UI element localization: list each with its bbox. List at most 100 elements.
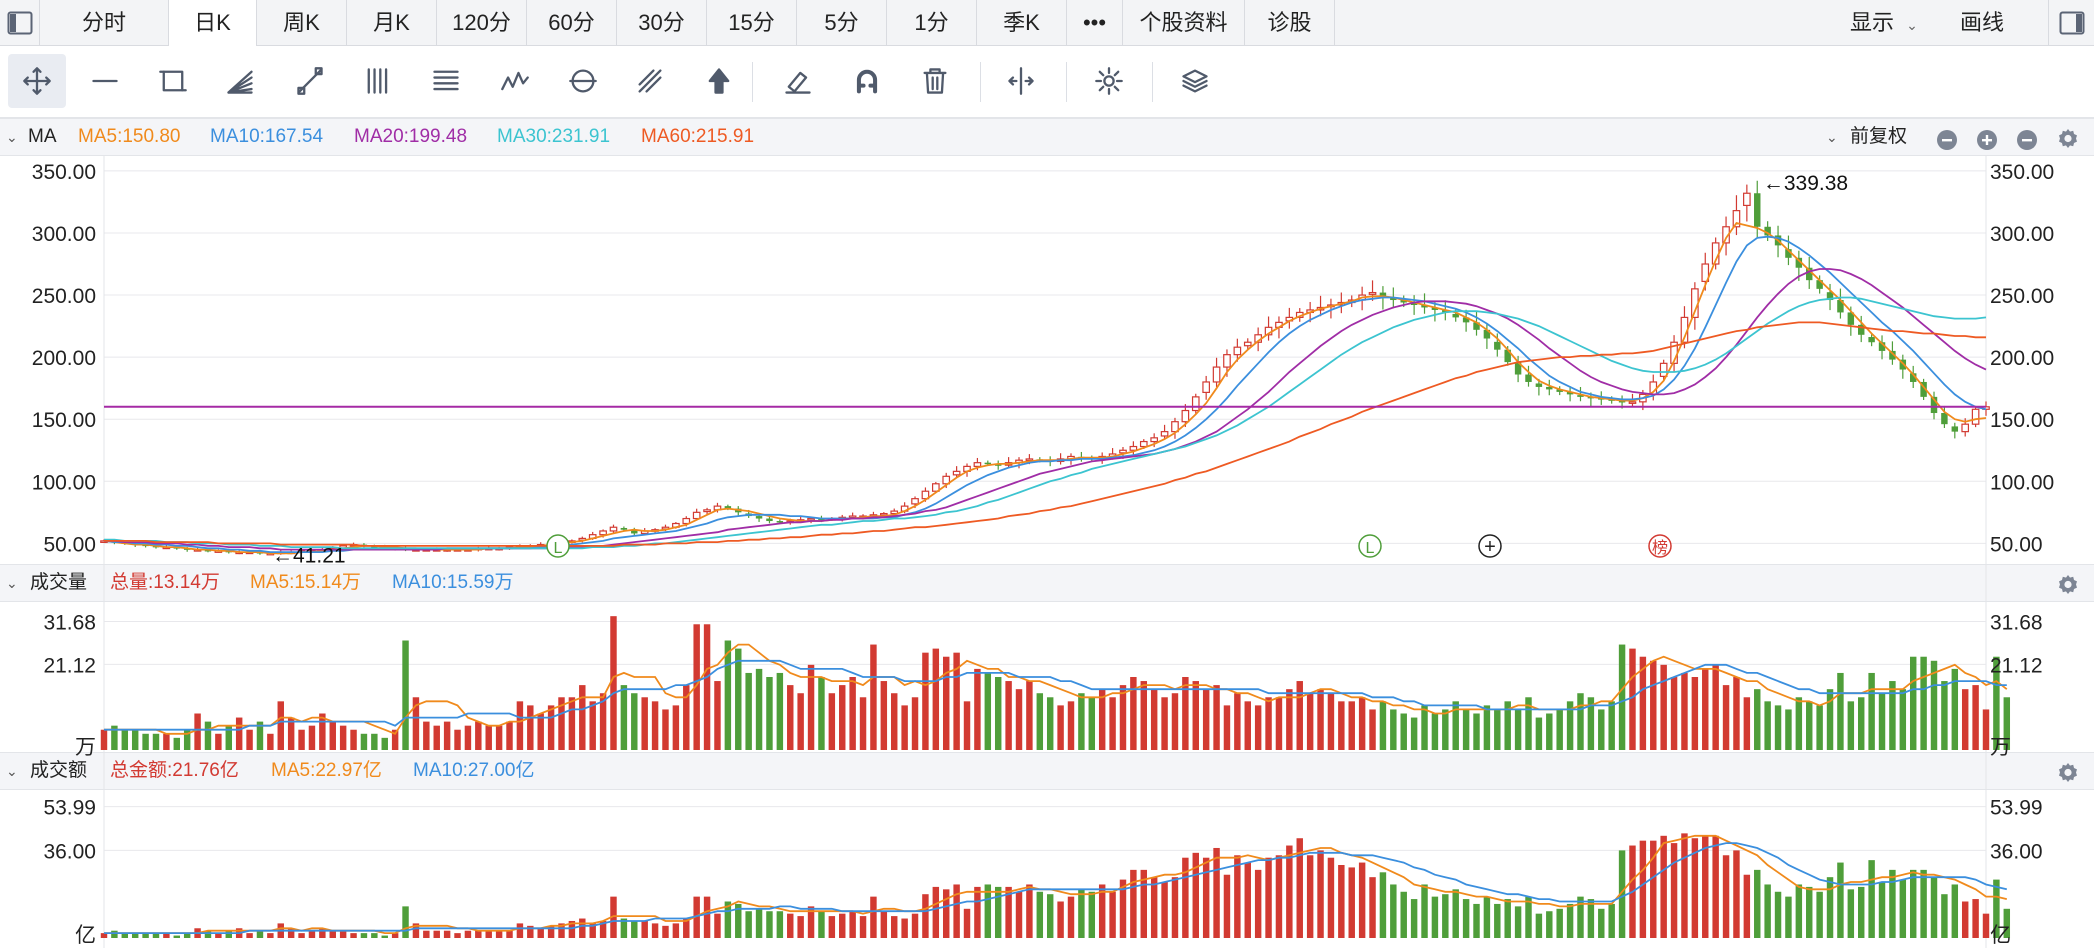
candle-up	[692, 511, 701, 520]
period-tab-bar: 分时 日K 周K 月K 120分 60分 30分 15分 5分 1分 季K ••• 个股资料 诊股 显示 …	[0, 0, 2094, 46]
indicator-name[interactable]: 成交额	[30, 760, 88, 781]
text-icon[interactable]	[417, 54, 475, 108]
magnet-icon[interactable]	[838, 54, 896, 108]
fan-icon[interactable]	[211, 54, 269, 108]
move-icon[interactable]	[8, 54, 66, 108]
amount-bar	[994, 886, 1002, 938]
event-marker-ring[interactable]	[1358, 534, 1382, 558]
candle-down	[1452, 313, 1459, 318]
remove-circle-icon[interactable]	[2016, 128, 2038, 164]
amount-bar	[828, 916, 836, 938]
candle-down	[1587, 396, 1595, 399]
volume-bar	[724, 640, 732, 750]
plus-circle-icon[interactable]	[1976, 128, 1998, 164]
collapse-chevron-icon[interactable]: ⌄	[6, 575, 18, 591]
settings-gear-icon[interactable]	[2056, 573, 2080, 610]
amount-bar	[1358, 862, 1366, 938]
split-icon[interactable]	[992, 54, 1050, 108]
tab-4[interactable]: 120分	[437, 0, 527, 46]
amount-bar	[1400, 891, 1407, 938]
cycle-icon[interactable]	[554, 54, 612, 108]
event-marker-ring[interactable]	[546, 534, 570, 558]
tab-10[interactable]: 季K	[977, 0, 1067, 46]
trash-icon[interactable]	[906, 54, 964, 108]
volume-bar	[443, 721, 451, 750]
amount-bar	[1494, 903, 1501, 938]
more-tabs-button[interactable]: •••	[1067, 0, 1123, 46]
arrow-up-icon[interactable]	[690, 54, 748, 108]
amount-tick-left: 36.00	[43, 840, 96, 863]
tab-3[interactable]: 月K	[347, 0, 437, 46]
adjust-mode-select[interactable]: 前复权	[1850, 126, 1908, 147]
rectangle-icon[interactable]	[144, 54, 202, 108]
tab-6[interactable]: 30分	[617, 0, 707, 46]
volume-bar	[859, 697, 867, 750]
candle-up	[942, 475, 951, 485]
amount-bar	[1390, 884, 1397, 938]
amount-bar	[1598, 908, 1605, 938]
horizontal-line-icon[interactable]	[76, 54, 134, 108]
settings-gear-icon[interactable]	[2056, 127, 2080, 164]
volume-bar	[1317, 689, 1324, 750]
candle-down	[1525, 374, 1532, 382]
amount-bar	[142, 933, 149, 938]
collapse-chevron-icon[interactable]: ⌄	[6, 129, 18, 145]
amount-bar	[443, 930, 451, 938]
minus-circle-icon[interactable]	[1936, 128, 1958, 164]
settings-gear-icon[interactable]	[2056, 761, 2080, 798]
sidebar-toggle-icon[interactable]	[0, 0, 40, 46]
amount-bar	[1192, 852, 1199, 938]
volume-bar	[225, 725, 232, 750]
segment-icon[interactable]	[281, 54, 339, 108]
volume-bar	[1754, 689, 1761, 750]
volume-bar	[495, 725, 503, 750]
wave-icon[interactable]	[486, 54, 544, 108]
amount-bar	[1202, 857, 1210, 938]
display-menu[interactable]: 显示 ⌄	[1850, 0, 1918, 46]
amount-bar	[672, 923, 680, 938]
adjust-chevron-icon[interactable]: ⌄	[1826, 129, 1838, 145]
indicator-name[interactable]: MA	[28, 126, 57, 147]
event-marker[interactable]: L	[1366, 540, 1375, 557]
fork-icon[interactable]	[621, 54, 679, 108]
indicator-name[interactable]: 成交量	[30, 572, 88, 593]
candle-up	[599, 530, 607, 536]
collapse-chevron-icon[interactable]: ⌄	[6, 763, 18, 779]
candle-down	[1909, 373, 1917, 382]
event-marker-ring[interactable]	[1478, 534, 1502, 558]
tab-9[interactable]: 1分	[887, 0, 977, 46]
volume-bar	[464, 725, 472, 750]
vertical-lines-icon[interactable]	[349, 54, 407, 108]
volume-bar	[1743, 697, 1751, 750]
tab-12[interactable]: 个股资料	[1123, 0, 1245, 46]
tab-0[interactable]: 分时	[40, 0, 169, 46]
volume-bar	[1390, 709, 1397, 750]
tab-1[interactable]: 日K	[169, 0, 257, 46]
amount-bar	[1982, 913, 1990, 938]
event-marker-ring[interactable]	[1648, 534, 1672, 558]
event-marker[interactable]: L	[554, 540, 563, 557]
candle-up	[1067, 455, 1075, 460]
amount-ma10-line	[104, 842, 2008, 934]
candle-up	[547, 542, 555, 546]
price-tick-left: 250.00	[32, 285, 96, 308]
tab-7[interactable]: 15分	[707, 0, 797, 46]
gear-icon[interactable]	[1080, 54, 1138, 108]
amount-bar	[880, 911, 888, 938]
draw-line-button[interactable]: 画线	[1960, 10, 2005, 35]
layers-icon[interactable]	[1166, 54, 1224, 108]
tab-5[interactable]: 60分	[527, 0, 617, 46]
tab-2[interactable]: 周K	[257, 0, 347, 46]
volume-bar	[1598, 709, 1605, 750]
amount-bar	[1837, 862, 1844, 938]
candle-down	[183, 548, 191, 550]
event-marker[interactable]: 榜	[1652, 539, 1668, 557]
eraser-icon[interactable]	[769, 54, 827, 108]
tab-13[interactable]: 诊股	[1245, 0, 1335, 46]
right-panel-toggle-icon[interactable]	[2048, 0, 2094, 46]
tab-8[interactable]: 5分	[797, 0, 887, 46]
volume-bar	[1525, 697, 1532, 750]
candle-up	[391, 547, 399, 551]
amount-bar	[329, 930, 336, 938]
event-marker[interactable]: +	[1484, 536, 1496, 558]
